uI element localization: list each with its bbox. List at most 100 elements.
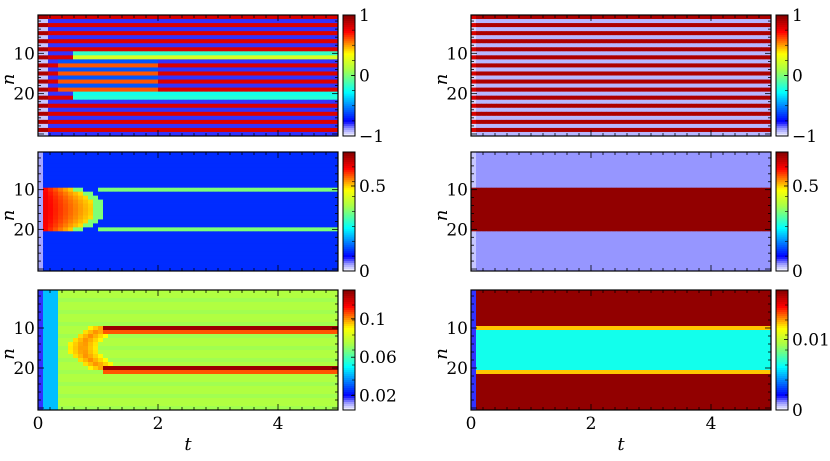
heatmap-cell: [268, 200, 273, 204]
heatmap-cell: [293, 116, 298, 120]
heatmap-cell: [611, 124, 616, 128]
heatmap-cell: [168, 35, 173, 39]
heatmap-cell: [566, 51, 571, 55]
heatmap-cell: [118, 188, 123, 192]
heatmap-cell: [526, 80, 531, 84]
heatmap-cell: [656, 128, 661, 132]
heatmap-cell: [561, 112, 566, 116]
heatmap-cell: [213, 71, 218, 75]
heatmap-cell: [168, 188, 173, 192]
heatmap-cell: [476, 59, 481, 63]
heatmap-cell: [193, 176, 198, 180]
heatmap-cell: [636, 96, 641, 100]
heatmap-cell: [228, 80, 233, 84]
heatmap-cell: [48, 116, 53, 120]
heatmap-cell: [98, 112, 103, 116]
heatmap-cell: [536, 76, 541, 80]
heatmap-cell: [238, 59, 243, 63]
heatmap-cell: [238, 192, 243, 196]
heatmap-cell: [303, 188, 308, 192]
heatmap-cell: [701, 108, 706, 112]
heatmap-cell: [641, 63, 646, 67]
heatmap-cell: [268, 156, 273, 160]
heatmap-cell: [541, 96, 546, 100]
heatmap-cell: [751, 100, 756, 104]
heatmap-cell: [526, 55, 531, 59]
heatmap-cell: [53, 31, 58, 35]
heatmap-cell: [258, 176, 263, 180]
heatmap-cell: [53, 39, 58, 43]
heatmap-cell: [691, 100, 696, 104]
heatmap-cell: [43, 124, 48, 128]
heatmap-cell: [178, 15, 183, 19]
heatmap-cell: [143, 92, 148, 96]
heatmap-cell: [283, 108, 288, 112]
heatmap-cell: [716, 23, 721, 27]
heatmap-cell: [93, 180, 98, 184]
heatmap-cell: [556, 84, 561, 88]
heatmap-cell: [98, 164, 103, 168]
heatmap-cell: [103, 15, 108, 19]
heatmap-cell: [153, 112, 158, 116]
heatmap-cell: [486, 15, 491, 19]
heatmap-cell: [73, 100, 78, 104]
heatmap-cell: [696, 55, 701, 59]
heatmap-cell: [113, 47, 118, 51]
heatmap-cell: [263, 168, 268, 172]
heatmap-cell: [626, 63, 631, 67]
heatmap-cell: [596, 120, 601, 124]
heatmap-cell: [656, 92, 661, 96]
heatmap-cell: [481, 92, 486, 96]
heatmap-cell: [148, 196, 153, 200]
heatmap-cell: [228, 192, 233, 196]
heatmap-cell: [328, 27, 333, 31]
heatmap-cell: [741, 124, 746, 128]
heatmap-cell: [163, 196, 168, 200]
heatmap-cell: [691, 47, 696, 51]
heatmap-cell: [283, 128, 288, 132]
heatmap-cell: [263, 39, 268, 43]
heatmap-cell: [611, 76, 616, 80]
heatmap-cell: [521, 84, 526, 88]
heatmap-cell: [626, 108, 631, 112]
heatmap-cell: [78, 192, 83, 196]
heatmap-cell: [661, 124, 666, 128]
heatmap-cell: [526, 108, 531, 112]
heatmap-cell: [561, 80, 566, 84]
heatmap-cell: [476, 27, 481, 31]
heatmap-cell: [223, 84, 228, 88]
heatmap-cell: [531, 51, 536, 55]
heatmap-cell: [293, 92, 298, 96]
heatmap-cell: [178, 39, 183, 43]
heatmap-cell: [751, 27, 756, 31]
heatmap-cell: [661, 84, 666, 88]
heatmap-cell: [148, 156, 153, 160]
heatmap-cell: [313, 71, 318, 75]
heatmap-cell: [278, 35, 283, 39]
heatmap-cell: [88, 156, 93, 160]
heatmap-cell: [328, 212, 333, 216]
heatmap-cell: [541, 124, 546, 128]
heatmap-cell: [173, 192, 178, 196]
heatmap-cell: [228, 47, 233, 51]
heatmap-cell: [581, 124, 586, 128]
heatmap-cell: [641, 96, 646, 100]
heatmap-cell: [238, 96, 243, 100]
heatmap-cell: [68, 128, 73, 132]
heatmap-cell: [158, 204, 163, 208]
heatmap-cell: [108, 176, 113, 180]
heatmap-cell: [591, 112, 596, 116]
heatmap-cell: [496, 71, 501, 75]
heatmap-cell: [716, 59, 721, 63]
heatmap-cell: [736, 104, 741, 108]
heatmap-cell: [318, 104, 323, 108]
heatmap-cell: [521, 80, 526, 84]
heatmap-cell: [536, 128, 541, 132]
heatmap-cell: [228, 168, 233, 172]
heatmap-cell: [651, 76, 656, 80]
heatmap-cell: [213, 188, 218, 192]
heatmap-cell: [118, 219, 123, 223]
heatmap-cell: [626, 35, 631, 39]
heatmap-cell: [676, 124, 681, 128]
heatmap-cell: [258, 180, 263, 184]
